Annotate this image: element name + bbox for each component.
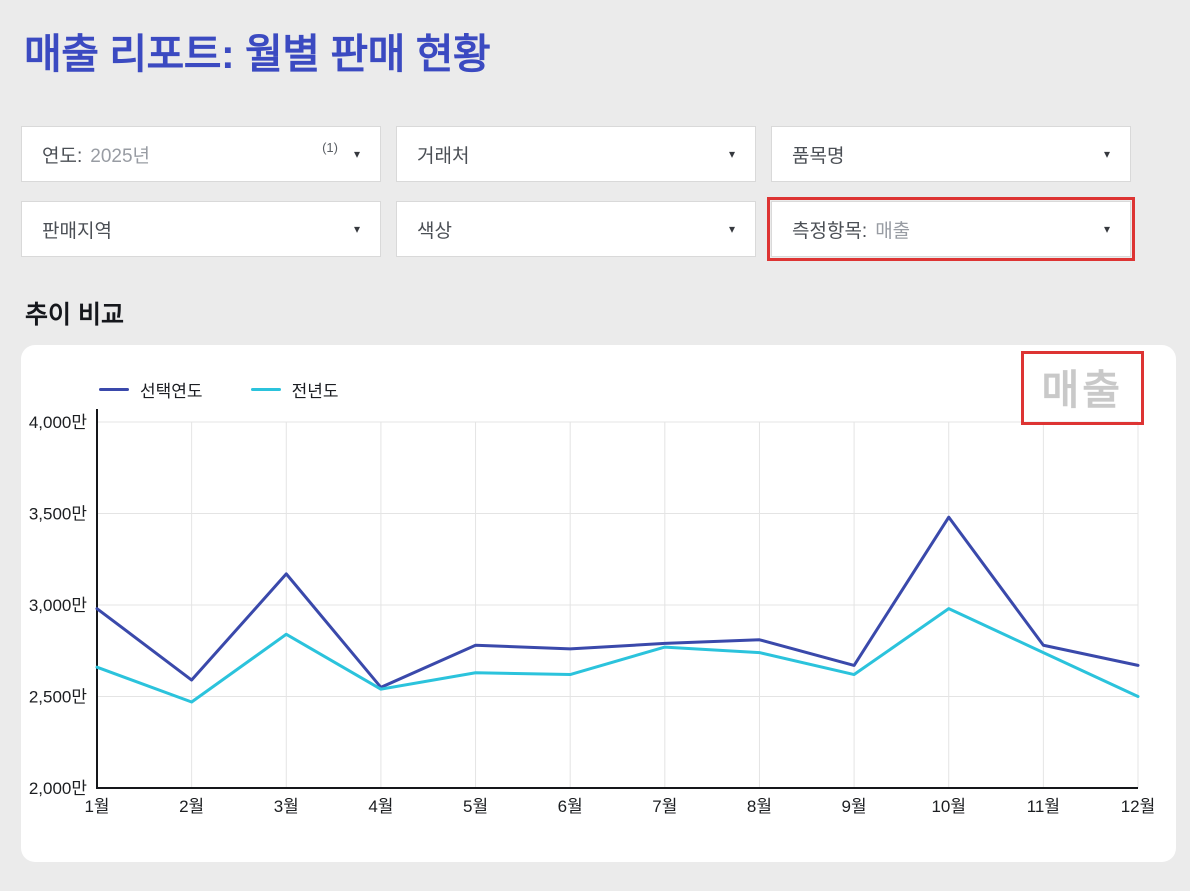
filter-region[interactable]: 판매지역 ▾ xyxy=(21,201,381,257)
svg-text:4,000만: 4,000만 xyxy=(29,413,88,432)
filter-color-label: 색상 xyxy=(417,220,452,242)
svg-text:2,000만: 2,000만 xyxy=(29,779,88,798)
filter-customer[interactable]: 거래처 ▾ xyxy=(396,126,756,182)
legend-label: 선택연도 xyxy=(140,381,203,401)
measure-watermark: 매출 xyxy=(1041,367,1123,413)
svg-text:8월: 8월 xyxy=(747,797,772,816)
chevron-down-icon: ▾ xyxy=(353,222,360,236)
legend-line-swatch xyxy=(250,387,281,391)
svg-text:1월: 1월 xyxy=(84,797,109,816)
chevron-down-icon: ▾ xyxy=(353,147,360,161)
filter-item-name[interactable]: 품목명 ▾ xyxy=(771,126,1131,182)
trend-line-chart: 2,000만 2,500만 3,000만 3,500만 4,000만 1월 2월 3월 4월 5월… xyxy=(29,409,1156,816)
filter-measure[interactable]: 측정항목: 매출 ▾ xyxy=(767,197,1135,261)
filter-year-value: 2025년 xyxy=(90,145,150,167)
chart-legend: 선택연도 전년도 xyxy=(99,377,1176,401)
svg-text:10월: 10월 xyxy=(931,797,966,816)
legend-label: 전년도 xyxy=(291,381,339,401)
svg-text:4월: 4월 xyxy=(368,797,393,816)
filter-bar: 연도: 2025년 (1) ▾ 거래처 ▾ 품목명 ▾ 판매지역 ▾ 색상 xyxy=(21,126,1190,261)
svg-text:6월: 6월 xyxy=(558,797,583,816)
chevron-down-icon: ▾ xyxy=(728,222,735,236)
svg-text:12월: 12월 xyxy=(1121,797,1156,816)
svg-text:3,500만: 3,500만 xyxy=(29,505,88,524)
filter-customer-label: 거래처 xyxy=(417,145,470,167)
filter-year-label: 연도: xyxy=(42,145,83,167)
legend-line-swatch xyxy=(99,387,129,391)
svg-text:9월: 9월 xyxy=(842,797,867,816)
filter-color[interactable]: 색상 ▾ xyxy=(396,201,756,257)
chevron-down-icon: ▾ xyxy=(1103,222,1110,236)
sales-report-page: 매출 리포트: 월별 판매 현황 연도: 2025년 (1) ▾ 거래처 ▾ 품… xyxy=(0,20,1190,862)
chevron-down-icon: ▾ xyxy=(1103,147,1110,161)
svg-text:5월: 5월 xyxy=(463,797,488,816)
svg-text:3,000만: 3,000만 xyxy=(29,596,88,615)
svg-text:7월: 7월 xyxy=(652,797,677,816)
page-title: 매출 리포트: 월별 판매 현황 xyxy=(24,31,491,77)
filter-measure-value: 매출 xyxy=(875,220,911,242)
section-title: 추이 비교 xyxy=(25,301,124,329)
svg-text:2,500만: 2,500만 xyxy=(29,688,88,707)
filter-item-name-label: 품목명 xyxy=(792,145,845,167)
filter-year[interactable]: 연도: 2025년 (1) ▾ xyxy=(21,126,381,182)
svg-text:2월: 2월 xyxy=(179,797,204,816)
filter-year-count-badge: (1) xyxy=(322,139,338,155)
chevron-down-icon: ▾ xyxy=(728,147,735,161)
measure-watermark-highlight: 매출 xyxy=(1020,351,1144,425)
trend-chart-card: 선택연도 전년도 매출 2,000만 2,500만 3,000만 3,500만 4,00… xyxy=(21,345,1176,862)
filter-measure-label: 측정항목: xyxy=(792,220,868,242)
legend-item-previous-year[interactable]: 전년도 xyxy=(250,377,339,402)
svg-text:11월: 11월 xyxy=(1027,797,1060,816)
filter-region-label: 판매지역 xyxy=(42,220,112,242)
svg-text:3월: 3월 xyxy=(274,797,299,816)
legend-item-selected-year[interactable]: 선택연도 xyxy=(99,377,203,402)
